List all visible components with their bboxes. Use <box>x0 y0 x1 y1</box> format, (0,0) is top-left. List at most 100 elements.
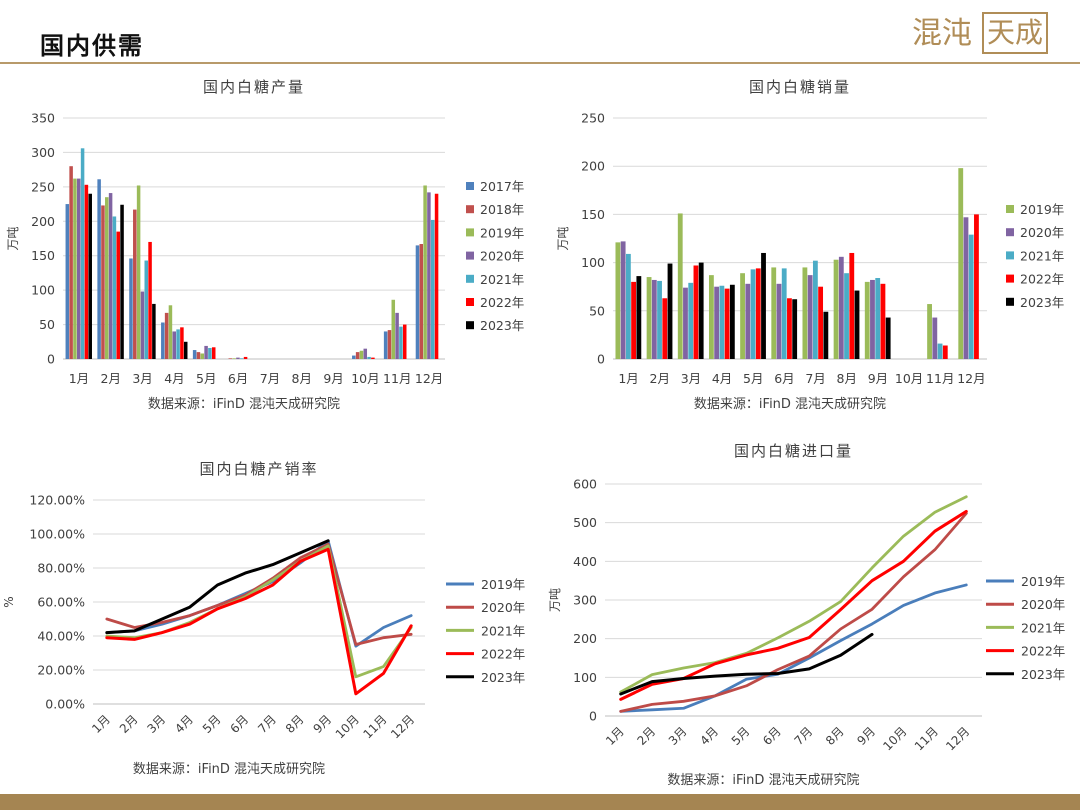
bar <box>651 279 657 359</box>
bar <box>849 252 855 359</box>
x-tick-label: 2月 <box>101 371 121 386</box>
x-tick-label: 11月 <box>383 371 411 386</box>
x-tick-label: 1月 <box>618 371 638 386</box>
y-tick-label: 50 <box>39 317 55 332</box>
bar <box>415 245 420 359</box>
bar <box>192 350 197 359</box>
legend-swatch <box>466 321 474 330</box>
y-tick-label: 0 <box>589 709 597 724</box>
legend-label: 2022年 <box>1020 272 1064 287</box>
bar <box>974 214 979 359</box>
x-tick-label: 3月 <box>145 712 169 736</box>
x-tick-label: 12月 <box>943 724 972 753</box>
bar <box>844 273 849 359</box>
x-tick-label: 3月 <box>681 371 701 386</box>
bar <box>168 305 173 359</box>
legend-swatch <box>466 228 474 237</box>
bar <box>968 234 974 359</box>
bar <box>148 241 152 359</box>
y-tick-label: 80.00% <box>37 561 85 576</box>
bar <box>885 317 891 359</box>
legend-label: 2019年 <box>1021 574 1065 589</box>
bar <box>367 356 371 359</box>
x-tick-label: 10月 <box>333 712 362 741</box>
x-tick-label: 10月 <box>895 371 923 386</box>
legend-swatch <box>1006 205 1014 213</box>
legend-label: 2019年 <box>480 225 524 240</box>
sales-bar-chart: 国内白糖销量 0 50 100 150 200 250 万吨 1月 2月 3月 4月 5月 6月 7月 8月 9… <box>556 78 1064 412</box>
source-note: 数据来源：iFinD 混沌天成研究院 <box>667 773 859 788</box>
bar <box>133 209 137 359</box>
bar <box>395 312 399 359</box>
legend-label: 2019年 <box>1020 202 1064 217</box>
bar <box>144 260 148 359</box>
bar <box>359 350 364 359</box>
x-tick-label: 4月 <box>164 371 184 386</box>
bar <box>236 357 240 359</box>
x-tick-label: 12月 <box>415 371 443 386</box>
x-tick-label: 1月 <box>69 371 89 386</box>
bar <box>176 329 180 359</box>
x-tick-label: 5月 <box>200 712 224 736</box>
bar <box>352 355 356 359</box>
bar <box>646 277 652 359</box>
series-line <box>619 583 968 713</box>
x-tick-label: 5月 <box>729 724 753 748</box>
x-tick-label: 3月 <box>132 371 152 386</box>
x-tick-label: 8月 <box>823 724 847 748</box>
y-axis-label: 万吨 <box>556 226 570 250</box>
bar <box>239 358 244 359</box>
x-tick-label: 6月 <box>774 371 794 386</box>
y-tick-label: 20.00% <box>37 663 85 678</box>
legend-swatch <box>466 251 474 260</box>
bar <box>662 298 668 359</box>
bar <box>838 256 844 359</box>
legend-label: 2023年 <box>1020 295 1064 310</box>
y-tick-label: 200 <box>581 159 605 174</box>
y-tick-label: 300 <box>31 145 55 160</box>
x-tick-label: 11月 <box>912 724 941 753</box>
bar <box>631 281 637 359</box>
y-tick-label: 400 <box>573 554 597 569</box>
y-tick-label: 0 <box>47 352 55 367</box>
chart-title: 国内白糖产销率 <box>199 460 318 478</box>
bar <box>164 312 169 359</box>
x-tick-label: 1月 <box>603 724 627 748</box>
bar <box>65 204 70 359</box>
y-tick-label: 300 <box>573 593 597 608</box>
bar <box>120 204 124 359</box>
bar <box>427 192 431 359</box>
bar <box>228 358 233 359</box>
x-tick-label: 7月 <box>255 712 279 736</box>
bar <box>667 263 673 359</box>
bar <box>371 357 375 359</box>
x-tick-label: 2月 <box>117 712 141 736</box>
bar <box>833 259 839 359</box>
bar <box>714 286 720 359</box>
legend-label: 2020年 <box>480 249 524 264</box>
bar <box>73 178 77 359</box>
series-line <box>619 511 968 713</box>
bar <box>792 299 798 359</box>
bar <box>755 268 761 359</box>
bar <box>355 352 360 359</box>
bar <box>942 345 948 359</box>
bar <box>880 283 886 359</box>
bar <box>402 324 407 359</box>
y-tick-label: 100 <box>573 670 597 685</box>
y-tick-label: 250 <box>31 179 55 194</box>
series-line <box>105 539 413 648</box>
source-note: 数据来源：iFinD 混沌天成研究院 <box>133 762 325 777</box>
x-tick-label: 2月 <box>634 724 658 748</box>
y-axis-label: 万吨 <box>548 588 562 612</box>
bar <box>434 193 439 359</box>
legend-swatch <box>466 298 474 306</box>
bar <box>802 267 808 359</box>
y-tick-label: 600 <box>573 477 597 492</box>
bar <box>430 219 435 359</box>
x-tick-label: 9月 <box>854 724 878 748</box>
legend-swatch <box>1006 297 1014 306</box>
chart-title: 国内白糖进口量 <box>734 442 853 460</box>
bar <box>636 276 642 359</box>
x-tick-label: 9月 <box>311 712 335 736</box>
